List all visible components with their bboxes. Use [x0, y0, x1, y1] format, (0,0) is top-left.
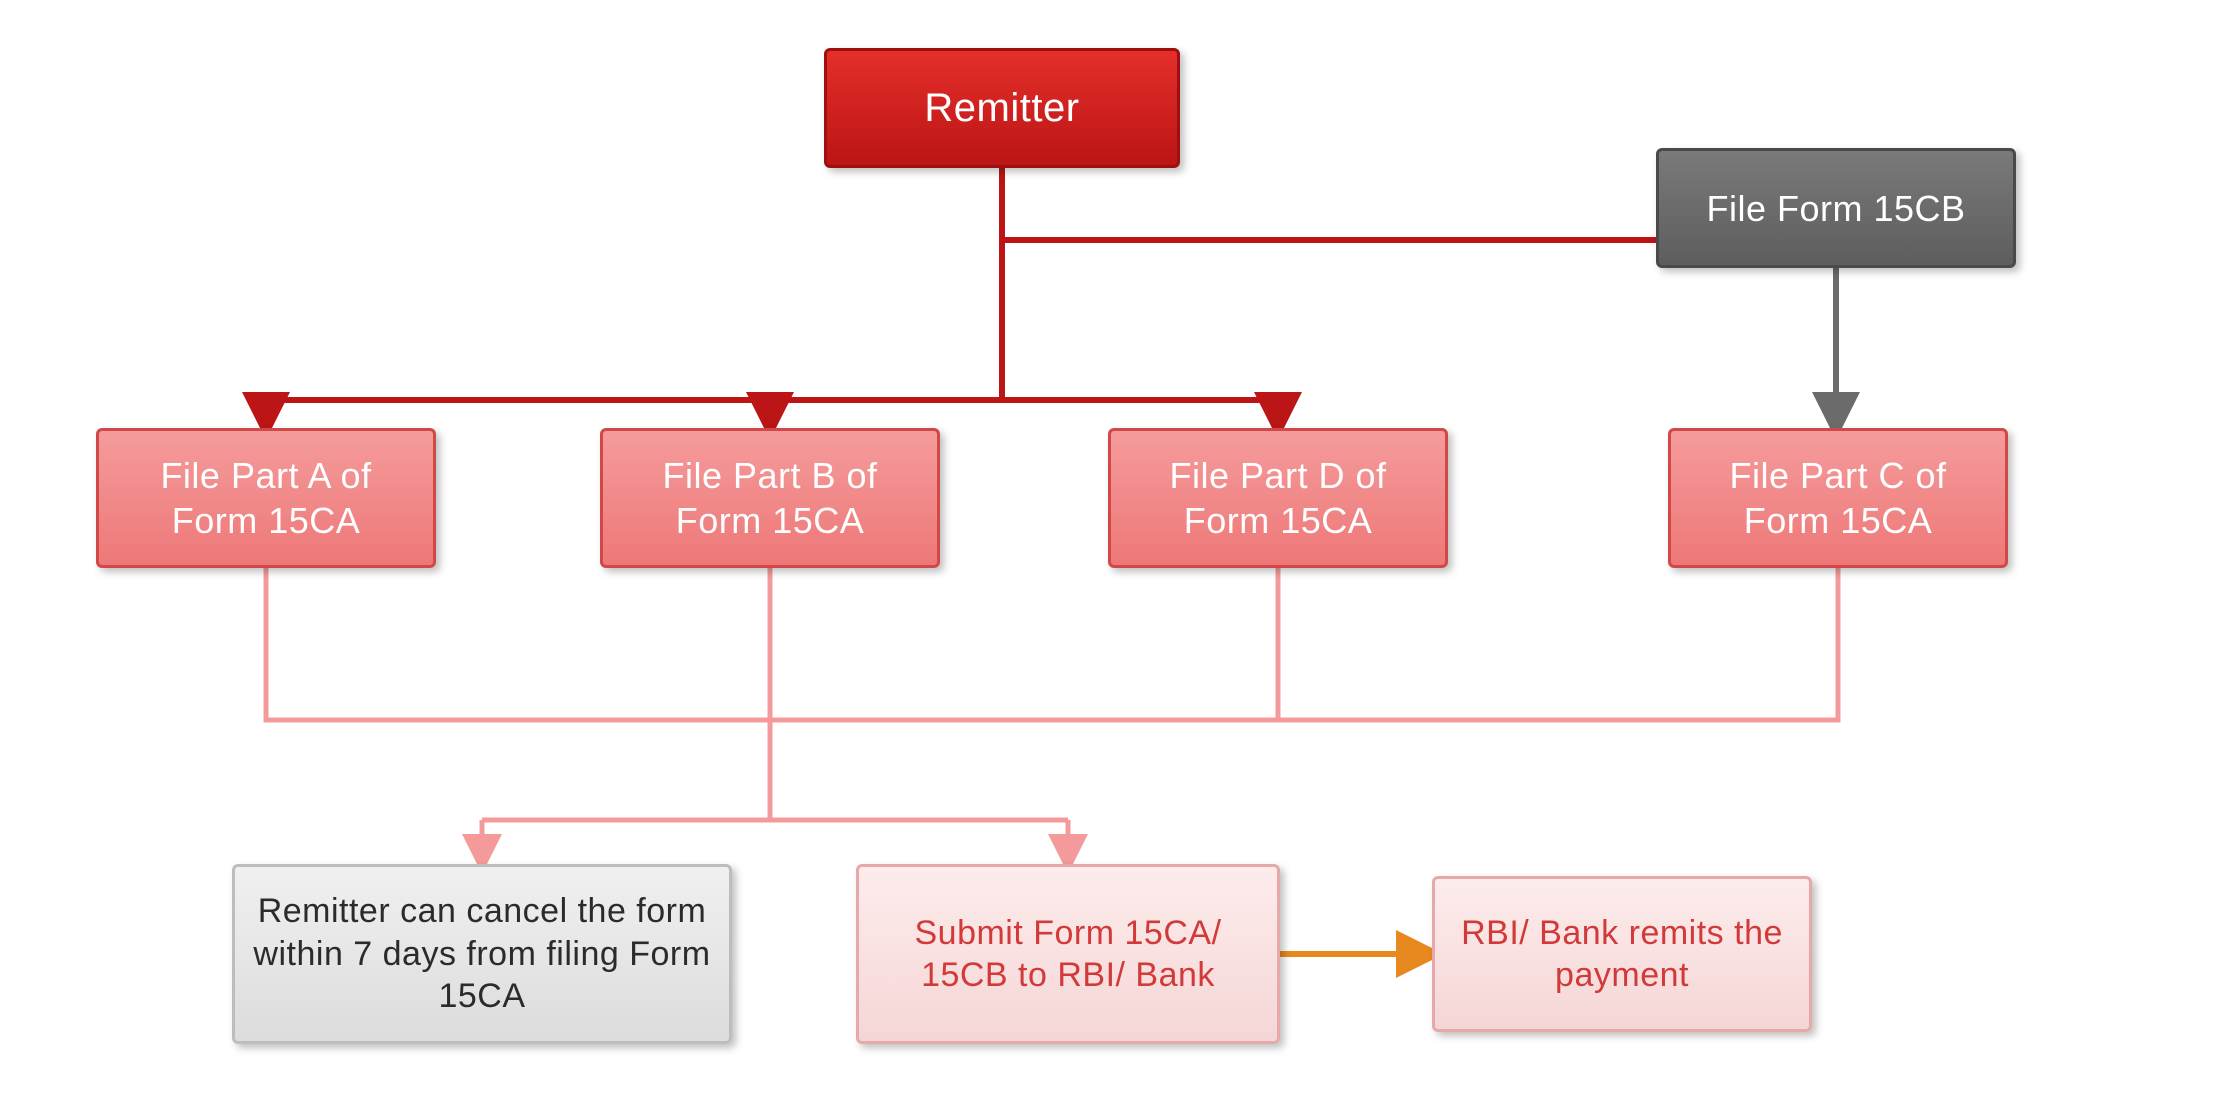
flowchart-canvas: Remitter File Form 15CB File Part A of F…	[0, 0, 2224, 1120]
node-label: Remitter can cancel the form within 7 da…	[249, 890, 715, 1018]
node-label: File Part D of Form 15CA	[1125, 453, 1431, 543]
node-file-15cb: File Form 15CB	[1656, 148, 2016, 268]
node-part-b: File Part B of Form 15CA	[600, 428, 940, 568]
node-label: RBI/ Bank remits the payment	[1449, 912, 1795, 997]
node-label: Submit Form 15CA/ 15CB to RBI/ Bank	[873, 912, 1263, 997]
node-label: File Part A of Form 15CA	[113, 453, 419, 543]
node-part-a: File Part A of Form 15CA	[96, 428, 436, 568]
node-rbi: RBI/ Bank remits the payment	[1432, 876, 1812, 1032]
node-label: Remitter	[924, 83, 1079, 133]
node-label: File Part C of Form 15CA	[1685, 453, 1991, 543]
node-label: File Part B of Form 15CA	[617, 453, 923, 543]
node-submit: Submit Form 15CA/ 15CB to RBI/ Bank	[856, 864, 1280, 1044]
node-part-d: File Part D of Form 15CA	[1108, 428, 1448, 568]
node-cancel: Remitter can cancel the form within 7 da…	[232, 864, 732, 1044]
node-part-c: File Part C of Form 15CA	[1668, 428, 2008, 568]
node-remitter: Remitter	[824, 48, 1180, 168]
node-label: File Form 15CB	[1706, 186, 1965, 231]
